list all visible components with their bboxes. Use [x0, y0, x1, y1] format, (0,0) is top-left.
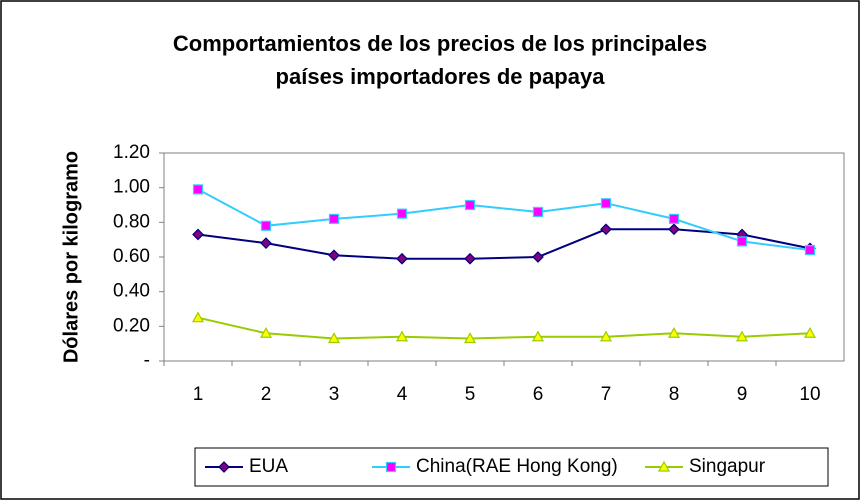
data-point: [260, 237, 272, 249]
series-line: [197, 316, 811, 340]
data-point: [531, 330, 545, 342]
x-tick-label: 1: [193, 384, 204, 405]
y-tick-label: 0.20: [113, 315, 150, 336]
legend-marker: [218, 461, 230, 473]
chart-title: países importadores de papaya: [276, 64, 606, 89]
data-point: [600, 223, 612, 236]
x-tick-label: 10: [799, 384, 820, 405]
data-point: [396, 252, 408, 265]
data-point: [260, 220, 272, 231]
data-point: [192, 184, 204, 195]
x-tick-label: 4: [397, 384, 408, 405]
legend-marker: [657, 460, 671, 472]
y-axis-title: Dólares por kilogramo: [60, 151, 82, 363]
data-point: [736, 236, 748, 247]
legend-marker: [385, 461, 397, 473]
data-point: [463, 332, 477, 344]
series-line: [197, 188, 811, 252]
data-point: [735, 330, 749, 342]
data-point: [600, 198, 612, 209]
data-point: [667, 327, 681, 338]
data-point: [804, 244, 816, 256]
data-point: [599, 330, 613, 342]
data-point: [259, 327, 273, 338]
data-point: [396, 208, 408, 219]
x-tick-label: 9: [737, 384, 748, 405]
data-point: [192, 228, 204, 241]
x-tick-label: 7: [601, 384, 612, 405]
y-tick-label: 0.60: [113, 246, 150, 267]
x-tick-label: 2: [261, 384, 272, 405]
data-point: [532, 251, 544, 263]
data-point: [328, 249, 340, 262]
legend-box: [194, 447, 829, 487]
legend-label: Singapur: [689, 456, 766, 477]
legend-label: EUA: [249, 456, 288, 477]
y-tick-label: 0.40: [113, 281, 150, 302]
data-point: [532, 206, 544, 218]
data-point: [803, 327, 817, 338]
x-tick-label: 3: [329, 384, 340, 405]
x-tick-label: 5: [465, 384, 476, 405]
data-point: [668, 223, 680, 236]
legend-label: China(RAE Hong Kong): [416, 456, 618, 477]
chart-title: Comportamientos de los precios de los pr…: [173, 31, 707, 56]
x-tick-label: 6: [533, 384, 544, 405]
data-point: [395, 330, 409, 342]
series-line: [197, 228, 811, 260]
y-tick-label: 1.20: [113, 142, 150, 163]
data-point: [328, 213, 340, 224]
data-point: [327, 332, 341, 344]
y-tick-label: -: [144, 350, 150, 371]
data-point: [464, 199, 476, 211]
y-tick-label: 0.80: [113, 211, 150, 232]
data-point: [464, 252, 476, 265]
data-point: [668, 213, 680, 224]
x-tick-label: 8: [669, 384, 680, 405]
data-point: [191, 311, 205, 323]
y-tick-label: 1.00: [113, 177, 150, 198]
